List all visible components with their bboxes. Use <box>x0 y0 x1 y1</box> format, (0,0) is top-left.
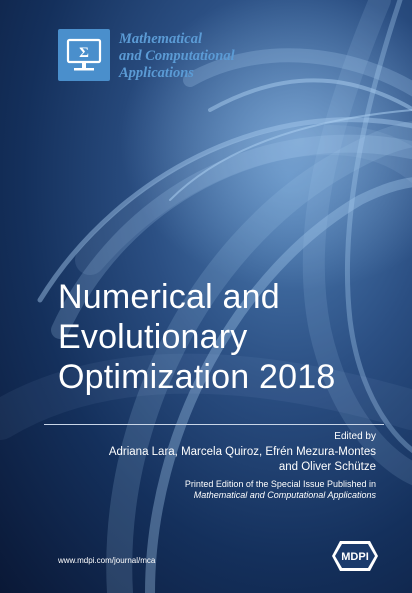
editors-line-2: and Oliver Schütze <box>278 461 376 473</box>
printed-edition-note: Printed Edition of the Special Issue Pub… <box>185 479 376 501</box>
journal-name-line-3: Applications <box>119 65 194 81</box>
editors: Adriana Lara, Marcela Quiroz, Efrén Mezu… <box>109 445 376 475</box>
monitor-sigma-icon: Σ <box>66 38 102 71</box>
book-title-line-1: Numerical and <box>58 278 280 316</box>
mdpi-logo: MDPI <box>332 541 378 571</box>
editors-line-1: Adriana Lara, Marcela Quiroz, Efrén Mezu… <box>108 446 376 458</box>
book-title-line-2: Evolutionary <box>58 318 248 356</box>
journal-name-line-2: and Computational <box>119 48 235 64</box>
divider-line <box>44 424 384 425</box>
printed-note-line-1: Printed Edition of the Special Issue Pub… <box>184 479 376 489</box>
journal-logo: Σ <box>58 29 110 81</box>
printed-note-line-2: Mathematical and Computational Applicati… <box>193 490 376 500</box>
journal-name: Mathematical and Computational Applicati… <box>119 31 279 82</box>
svg-text:Σ: Σ <box>79 45 89 61</box>
edited-by-label: Edited by <box>334 431 376 442</box>
book-title: Numerical and Evolutionary Optimization … <box>58 277 403 397</box>
journal-url: www.mdpi.com/journal/mca <box>58 556 156 565</box>
journal-name-line-1: Mathematical <box>119 31 202 47</box>
publisher-name: MDPI <box>341 551 369 563</box>
book-title-line-3: Optimization 2018 <box>58 358 336 396</box>
